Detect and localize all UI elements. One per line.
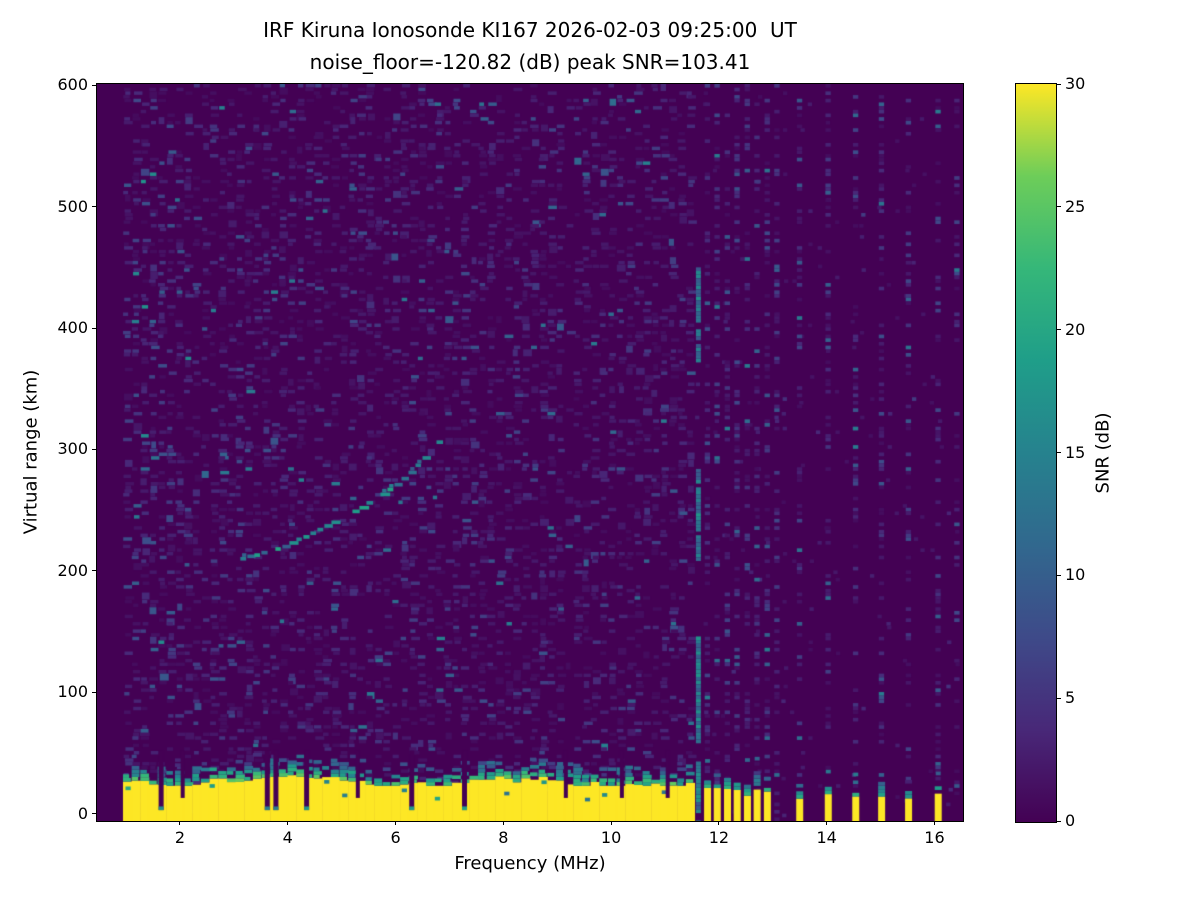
colorbar-tick-label: 0 (1065, 811, 1076, 830)
y-tick-mark (92, 84, 96, 86)
x-tick-mark (395, 821, 397, 825)
y-tick-label: 200 (57, 560, 88, 580)
x-axis-label: Frequency (MHz) (454, 853, 606, 874)
x-tick-mark (610, 821, 612, 825)
colorbar-tick-mark (1057, 329, 1061, 331)
y-tick-label: 600 (57, 75, 88, 95)
colorbar-tick-label: 20 (1065, 319, 1086, 339)
x-tick-label: 6 (390, 828, 401, 847)
y-tick-label: 0 (77, 803, 88, 823)
colorbar-label: SNR (dB) (1092, 412, 1114, 494)
y-tick-label: 100 (57, 682, 88, 702)
colorbar-tick-mark (1057, 206, 1061, 208)
chart-title: IRF Kiruna Ionosonde KI167 2026-02-03 09… (263, 18, 797, 42)
y-tick-mark (92, 206, 96, 208)
colorbar-tick-mark (1057, 452, 1061, 453)
colorbar (1015, 83, 1057, 823)
y-tick-mark (92, 570, 96, 572)
y-tick-label: 500 (57, 196, 88, 216)
x-tick-mark (502, 821, 504, 825)
colorbar-tick-label: 15 (1065, 442, 1086, 462)
colorbar-tick-label: 25 (1065, 196, 1086, 216)
x-tick-mark (826, 821, 828, 825)
colorbar-tick-label: 5 (1065, 688, 1076, 708)
x-tick-mark (287, 821, 289, 825)
y-tick-mark (92, 327, 96, 329)
y-tick-label: 300 (57, 439, 88, 459)
colorbar-tick-mark (1057, 574, 1061, 576)
y-tick-mark (92, 691, 96, 693)
x-tick-mark (933, 821, 935, 825)
colorbar-tick-mark (1057, 697, 1061, 699)
x-tick-label: 16 (924, 828, 945, 847)
y-tick-mark (92, 813, 96, 815)
x-tick-label: 14 (816, 828, 837, 847)
y-tick-label: 400 (57, 318, 88, 338)
x-tick-label: 10 (600, 828, 622, 847)
y-tick-mark (92, 448, 96, 450)
chart-title-block: IRF Kiruna Ionosonde KI167 2026-02-03 09… (97, 14, 963, 78)
x-tick-mark (179, 821, 181, 825)
x-tick-label: 8 (498, 828, 509, 847)
chart-subtitle: noise_floor=-120.82 (dB) peak SNR=103.41 (309, 50, 751, 74)
x-tick-label: 2 (174, 828, 186, 847)
colorbar-tick-label: 10 (1065, 565, 1086, 585)
colorbar-tick-mark (1057, 83, 1061, 85)
x-tick-mark (718, 821, 720, 825)
colorbar-tick-label: 30 (1065, 74, 1086, 93)
heatmap-canvas (97, 84, 963, 821)
plot-area (96, 83, 964, 822)
x-tick-label: 4 (282, 828, 293, 847)
x-tick-label: 12 (708, 828, 730, 847)
colorbar-tick-mark (1057, 820, 1061, 822)
